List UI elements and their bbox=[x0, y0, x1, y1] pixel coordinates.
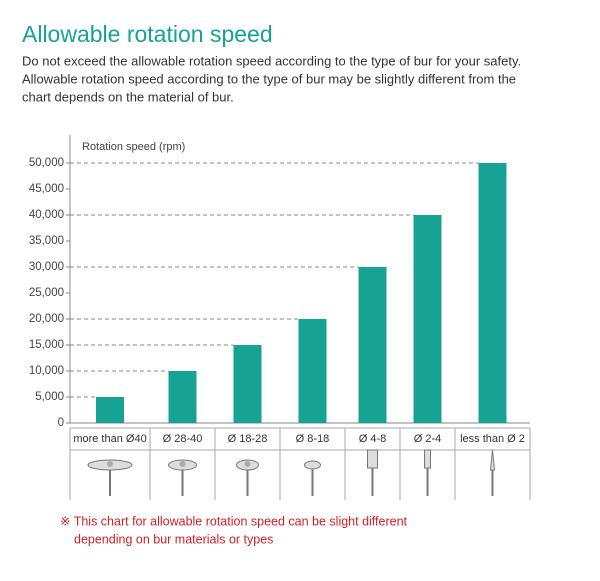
bur-head bbox=[304, 460, 321, 470]
x-tick-label: Ø 18-28 bbox=[228, 433, 268, 445]
description: chart depends on the material of bur. bbox=[22, 89, 234, 104]
y-tick-label: 5,000 bbox=[35, 391, 64, 403]
bar bbox=[233, 345, 262, 423]
bur-head bbox=[489, 449, 496, 471]
bar bbox=[478, 163, 507, 423]
bur-center bbox=[107, 461, 113, 467]
x-tick-label: Ø 4-8 bbox=[359, 433, 387, 445]
y-tick-label: 25,000 bbox=[29, 287, 64, 299]
y-tick-label: 40,000 bbox=[29, 209, 64, 221]
y-tick-label: 30,000 bbox=[29, 261, 64, 273]
bur-head bbox=[367, 449, 378, 469]
bar bbox=[96, 397, 124, 423]
title: Allowable rotation speed bbox=[22, 21, 273, 47]
y-tick-label: 35,000 bbox=[29, 235, 64, 247]
x-tick-label: less than Ø 2 bbox=[460, 433, 525, 445]
bar bbox=[298, 319, 327, 423]
x-tick-label: Ø 28-40 bbox=[163, 433, 203, 445]
bar bbox=[413, 215, 442, 423]
x-tick-label: Ø 8-18 bbox=[296, 433, 330, 445]
axis-label: Rotation speed (rpm) bbox=[82, 141, 185, 153]
y-tick-label: 10,000 bbox=[29, 365, 64, 377]
bur-center bbox=[179, 461, 186, 467]
description: Do not exceed the allowable rotation spe… bbox=[22, 53, 521, 68]
y-tick-label: 20,000 bbox=[29, 313, 64, 325]
note: depending on bur materials or types bbox=[74, 532, 273, 546]
y-tick-label: 45,000 bbox=[29, 183, 64, 195]
y-tick-label: 50,000 bbox=[29, 157, 64, 169]
bur-head bbox=[424, 449, 431, 469]
note: ※ This chart for allowable rotation spee… bbox=[60, 514, 408, 528]
y-tick-label: 15,000 bbox=[29, 339, 64, 351]
bar bbox=[358, 267, 387, 423]
bar bbox=[168, 371, 197, 423]
x-tick-label: Ø 2-4 bbox=[414, 433, 442, 445]
bur-center bbox=[244, 461, 251, 467]
y-tick-label: 0 bbox=[58, 417, 64, 429]
x-tick-label: more than Ø40 bbox=[73, 433, 146, 445]
description: Allowable rotation speed according to th… bbox=[22, 71, 516, 86]
